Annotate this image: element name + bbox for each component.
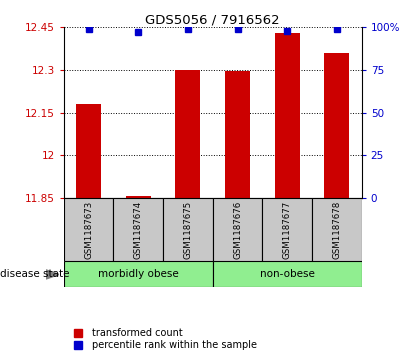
- Bar: [213, 198, 262, 261]
- Legend: transformed count, percentile rank within the sample: transformed count, percentile rank withi…: [69, 328, 257, 350]
- Text: GSM1187678: GSM1187678: [332, 200, 342, 259]
- Text: disease state: disease state: [0, 269, 69, 280]
- Text: GSM1187673: GSM1187673: [84, 200, 93, 259]
- Text: GSM1187676: GSM1187676: [233, 200, 242, 259]
- Bar: [312, 198, 362, 261]
- Bar: [163, 198, 213, 261]
- Title: GDS5056 / 7916562: GDS5056 / 7916562: [145, 13, 280, 26]
- Bar: [64, 261, 213, 287]
- Bar: [113, 198, 163, 261]
- Text: GSM1187674: GSM1187674: [134, 200, 143, 259]
- Bar: [175, 70, 200, 198]
- Text: GSM1187677: GSM1187677: [283, 200, 292, 259]
- Bar: [76, 104, 101, 198]
- Text: non-obese: non-obese: [260, 269, 315, 280]
- Bar: [275, 33, 300, 198]
- Polygon shape: [46, 270, 59, 279]
- Bar: [213, 261, 362, 287]
- Bar: [126, 196, 150, 198]
- Text: morbidly obese: morbidly obese: [98, 269, 178, 280]
- Bar: [64, 198, 113, 261]
- Bar: [225, 71, 250, 198]
- Text: GSM1187675: GSM1187675: [183, 200, 192, 259]
- Bar: [262, 198, 312, 261]
- Bar: [324, 53, 349, 198]
